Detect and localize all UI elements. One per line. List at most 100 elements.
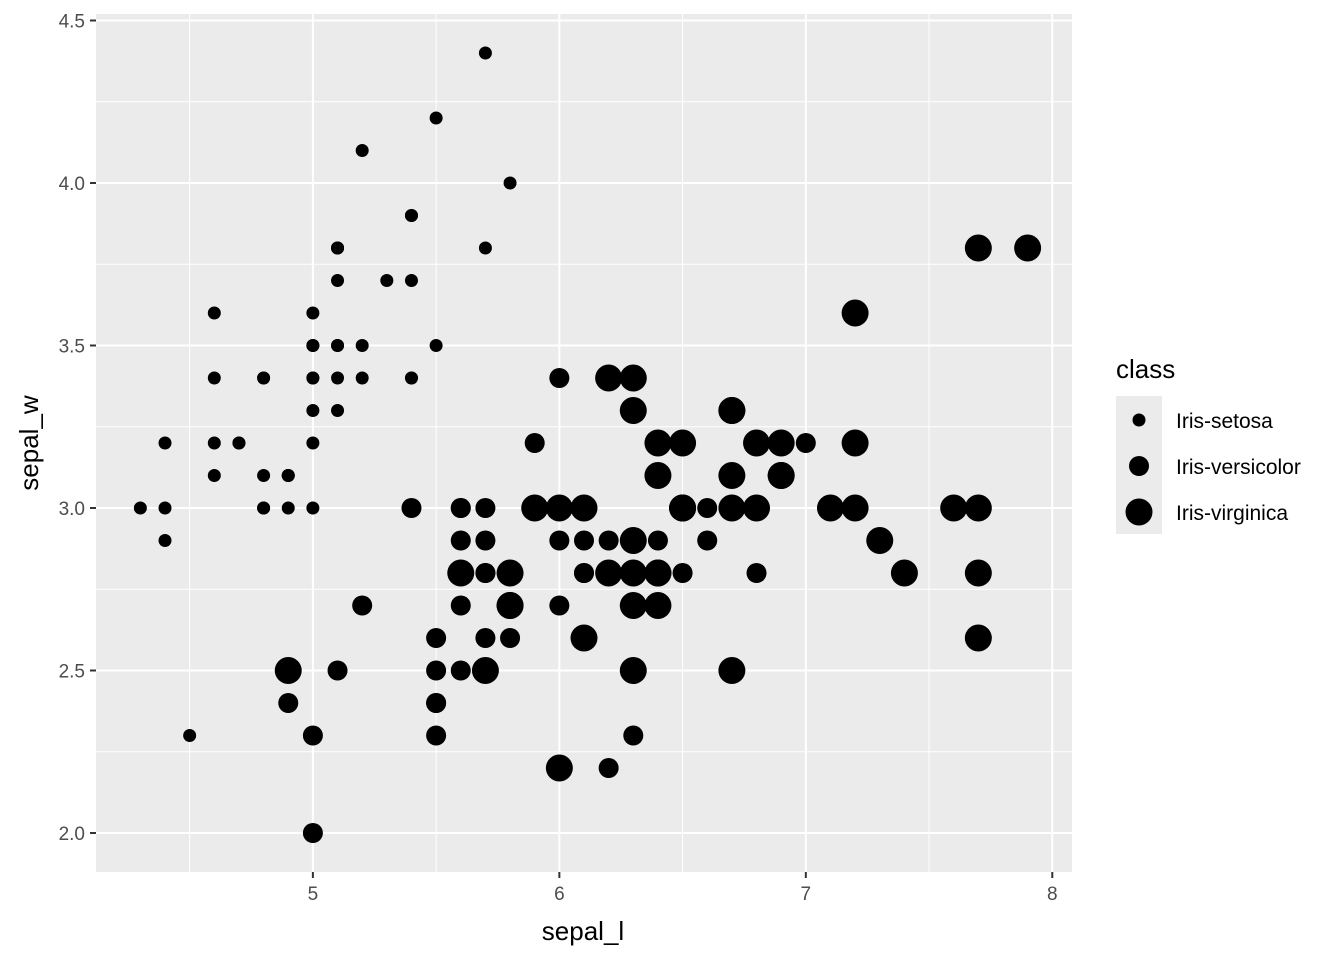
point-iris-virginica [619,657,647,684]
point-iris-virginica [1014,234,1042,262]
y-axis-title: sepal_w [14,395,44,491]
point-iris-versicolor [327,660,348,681]
point-iris-virginica [767,429,795,457]
point-iris-versicolor [475,498,496,518]
point-iris-virginica [471,657,499,684]
point-iris-versicolor [426,693,447,713]
point-iris-setosa [207,371,221,385]
point-iris-versicolor [426,628,447,648]
point-iris-virginica [496,559,524,587]
point-iris-setosa [404,371,418,385]
y-tick-label: 3.5 [59,337,85,358]
point-iris-versicolor [598,758,619,778]
point-iris-versicolor [574,563,594,583]
point-iris-virginica [595,559,623,587]
y-tick-label: 2.5 [59,662,85,683]
point-iris-versicolor [524,433,545,453]
point-iris-versicolor [795,433,816,453]
x-tick-label: 6 [554,884,565,905]
point-iris-virginica [570,494,598,522]
point-iris-versicolor [746,563,767,583]
point-iris-versicolor [647,530,668,551]
point-iris-setosa [257,501,271,515]
point-iris-virginica [866,527,894,554]
point-iris-virginica [644,429,672,457]
point-iris-versicolor [450,530,471,551]
point-iris-setosa [306,339,320,352]
legend-label-setosa: Iris-setosa [1176,410,1273,433]
point-iris-versicolor [352,595,373,616]
point-iris-virginica [619,559,647,587]
point-iris-setosa [429,111,443,125]
point-iris-virginica [841,299,869,327]
point-iris-virginica [545,754,573,782]
data-points [133,46,1042,843]
point-iris-setosa [183,729,197,742]
point-iris-setosa [158,534,172,547]
point-iris-setosa [331,404,345,417]
point-iris-setosa [380,274,394,287]
point-iris-setosa [133,501,147,515]
point-iris-setosa [478,241,492,255]
point-iris-setosa [404,274,418,287]
point-iris-setosa [331,371,345,385]
point-iris-versicolor [450,498,471,518]
legend-label-versicolor: Iris-versicolor [1176,456,1301,479]
point-iris-setosa [306,501,320,515]
point-iris-versicolor [450,660,471,681]
point-iris-virginica [644,592,672,619]
point-iris-setosa [232,436,246,450]
x-tick-label: 7 [801,884,812,905]
point-iris-versicolor [278,693,299,713]
point-iris-virginica [619,397,647,424]
point-iris-virginica [767,462,795,489]
point-iris-setosa [331,241,345,255]
point-iris-virginica [496,592,524,619]
point-iris-virginica [644,559,672,587]
point-iris-virginica [816,494,844,522]
point-iris-setosa [429,339,443,352]
point-iris-versicolor [598,530,619,551]
point-iris-virginica [964,494,992,522]
point-iris-setosa [306,306,320,320]
legend-label-virginica: Iris-virginica [1176,502,1288,525]
point-iris-virginica [964,234,992,262]
point-iris-virginica [619,527,647,554]
point-iris-setosa [478,46,492,60]
point-iris-versicolor [697,530,718,551]
point-iris-setosa [207,469,221,482]
point-iris-virginica [743,494,771,522]
point-iris-versicolor [549,595,570,616]
point-iris-virginica [964,559,992,587]
y-tick-label: 4.0 [59,174,85,195]
legend: class Iris-setosa Iris-versicolor Iris-v… [1116,354,1301,534]
point-iris-setosa [355,144,369,157]
point-iris-versicolor [401,498,422,518]
axes: 5 6 7 8 2.0 2.5 3.0 3.5 4.0 4.5 [59,12,1058,906]
point-iris-setosa [306,436,320,450]
point-iris-virginica [669,494,697,522]
point-iris-setosa [331,339,345,352]
point-iris-virginica [940,494,968,522]
point-iris-versicolor [450,595,471,616]
point-iris-virginica [274,657,302,684]
point-iris-versicolor [697,498,718,518]
point-iris-virginica [890,559,918,587]
point-iris-virginica [545,494,573,522]
point-iris-versicolor [549,530,570,551]
point-iris-versicolor [475,530,496,551]
point-iris-setosa [207,436,221,450]
point-iris-virginica [718,462,746,489]
point-iris-versicolor [574,530,594,551]
point-iris-versicolor [672,563,693,583]
point-iris-setosa [404,209,418,222]
point-iris-versicolor [475,563,496,583]
x-axis-title: sepal_l [542,916,624,946]
point-iris-setosa [158,436,172,450]
point-iris-virginica [447,559,475,587]
plot-panel [96,14,1072,872]
x-tick-label: 8 [1047,884,1058,905]
point-iris-virginica [595,364,623,392]
point-iris-virginica [619,592,647,619]
